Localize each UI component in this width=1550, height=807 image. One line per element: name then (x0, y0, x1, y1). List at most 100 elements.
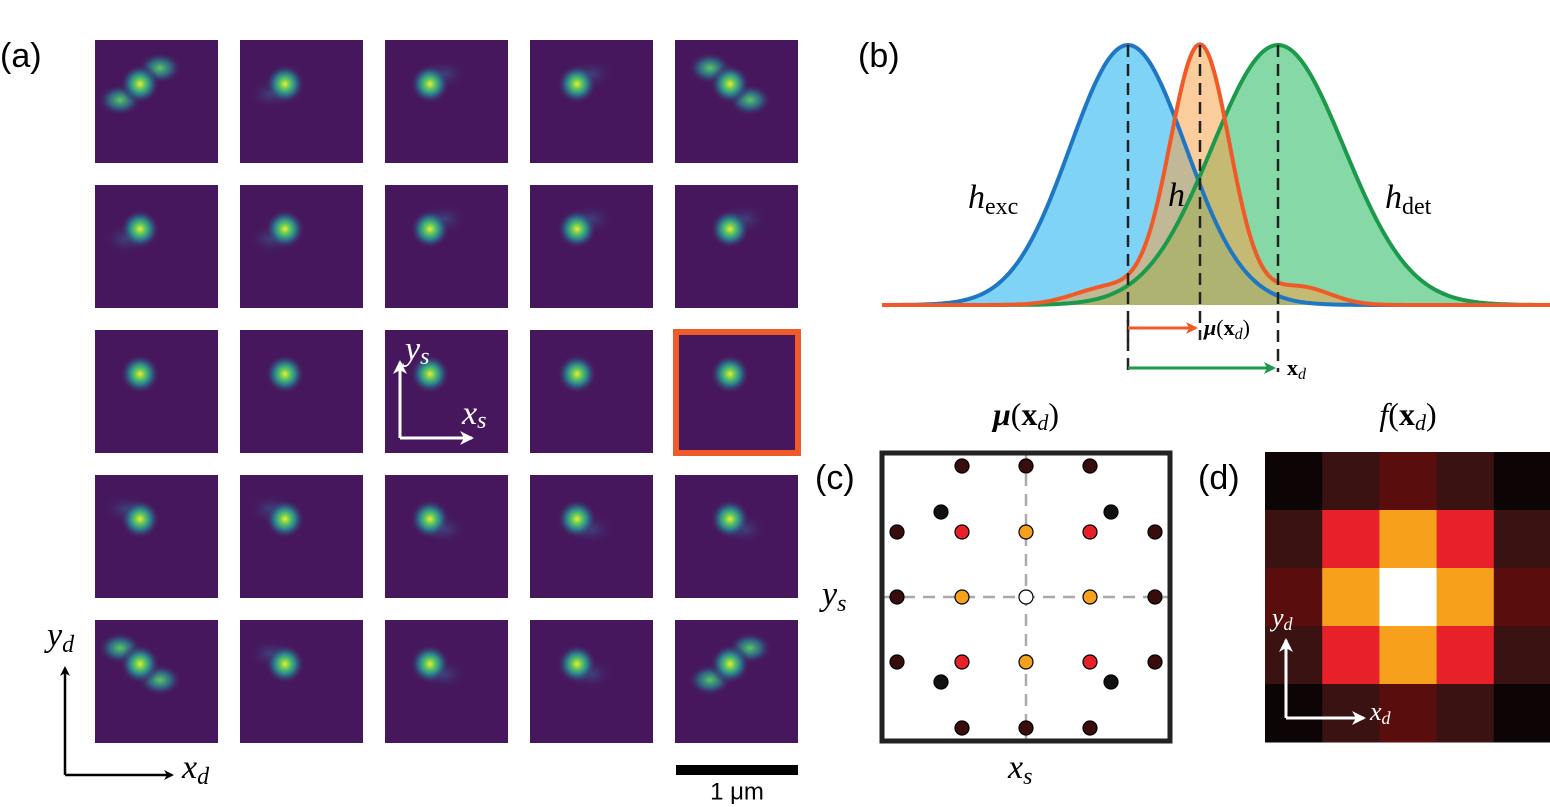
heat-cell (1322, 452, 1380, 511)
psf-cell (240, 185, 363, 308)
mu-label: μ(xd) (1203, 315, 1250, 343)
psf-blob (410, 209, 450, 249)
highlight-box (673, 329, 801, 456)
heat-cell (1265, 568, 1323, 627)
psf-blob (120, 209, 160, 249)
psf-background (95, 475, 218, 598)
psf-blob (710, 209, 750, 249)
psf-cell (530, 330, 653, 453)
h-det-label: hdet (1385, 179, 1432, 220)
panel-label: (c) (815, 459, 855, 497)
psf-cell (675, 620, 798, 743)
heat-cell (1322, 626, 1380, 685)
psf-cell (385, 40, 508, 163)
dot (1082, 458, 1098, 474)
h-curve (882, 42, 1550, 307)
dot (954, 458, 970, 474)
psf-cell (95, 475, 218, 598)
h-area (882, 44, 1550, 306)
h-label: h (1168, 177, 1185, 214)
heat-cell (1436, 684, 1495, 743)
psf-blob (265, 644, 305, 684)
psf-blob (265, 354, 305, 394)
panel-d: (d) f(xd) yd xd (1198, 396, 1550, 743)
panel-label: (a) (0, 37, 42, 75)
xd-label: xd (1287, 355, 1307, 383)
inset-x-label: xs (461, 395, 486, 434)
dot (954, 524, 970, 540)
heat-cell (1265, 626, 1323, 685)
psf-cell (530, 620, 653, 743)
h-exc-area (882, 45, 1550, 305)
dots (889, 458, 1163, 736)
psf-cell (675, 475, 798, 598)
panel-c: (c) μ(xd) ys xs (815, 396, 1173, 790)
psf-blob (557, 644, 597, 684)
dot (1018, 720, 1034, 736)
heat-cell (1379, 510, 1438, 569)
psf-cell (675, 40, 798, 163)
scale-bar-label: 1 μm (710, 778, 764, 805)
psf-blob (120, 499, 160, 539)
psf-blob (120, 64, 160, 104)
heat-cell (1322, 510, 1380, 569)
heat-cell (1379, 626, 1438, 685)
heat-cell (1493, 684, 1550, 743)
inset-y-label: ys (402, 331, 429, 370)
axis-x-label: xd (181, 749, 210, 790)
dot (1082, 589, 1098, 605)
psf-blob (557, 209, 597, 249)
heat-cell (1493, 626, 1550, 685)
dot (1018, 654, 1034, 670)
axis-y-label: ys (819, 576, 846, 617)
psf-blob (410, 64, 450, 104)
psf-blob (710, 499, 750, 539)
psf-blob (710, 644, 750, 684)
panel-label: (b) (858, 37, 900, 75)
psf-cell (95, 330, 218, 453)
heat-cell (1436, 626, 1495, 685)
heat-cell (1379, 684, 1438, 743)
psf-background (240, 620, 363, 743)
axis-x-label: xs (1007, 749, 1032, 790)
panel-b: (b) hexc h hdet μ(xd) xd (858, 37, 1550, 383)
psf-cell (530, 40, 653, 163)
psf-cell (240, 620, 363, 743)
h-exc-label: hexc (968, 179, 1018, 220)
heat-cell (1379, 452, 1438, 511)
psf-cell (95, 185, 218, 308)
psf-blob (557, 499, 597, 539)
inset-y-label: yd (1269, 603, 1294, 634)
heat-cell (1322, 684, 1380, 743)
heatmap (1265, 452, 1550, 743)
psf-cell (385, 330, 508, 453)
psf-blob (410, 644, 450, 684)
heat-cell (1493, 510, 1550, 569)
dot (1082, 720, 1098, 736)
psf-blob (710, 354, 750, 394)
panel-title: f(xd) (1379, 396, 1436, 435)
dot (954, 654, 970, 670)
panel-label: (d) (1198, 459, 1240, 497)
inset-x-label: xd (1369, 697, 1392, 728)
heat-cell (1322, 568, 1380, 627)
heat-cell (1265, 684, 1323, 743)
psf-cell (385, 475, 508, 598)
psf-background (240, 330, 363, 453)
dot (889, 589, 905, 605)
heat-cell (1493, 568, 1550, 627)
dot (1147, 524, 1163, 540)
heat-cell (1436, 510, 1495, 569)
dot (933, 674, 949, 690)
psf-cell (530, 475, 653, 598)
scale-bar (676, 765, 798, 775)
psf-blob (557, 64, 597, 104)
dot (1103, 504, 1119, 520)
axis-y-label: yd (44, 617, 75, 658)
heat-cell (1493, 452, 1550, 511)
heat-cell (1436, 568, 1495, 627)
psf-cell (240, 40, 363, 163)
psf-cell (675, 330, 798, 453)
dot (1082, 654, 1098, 670)
